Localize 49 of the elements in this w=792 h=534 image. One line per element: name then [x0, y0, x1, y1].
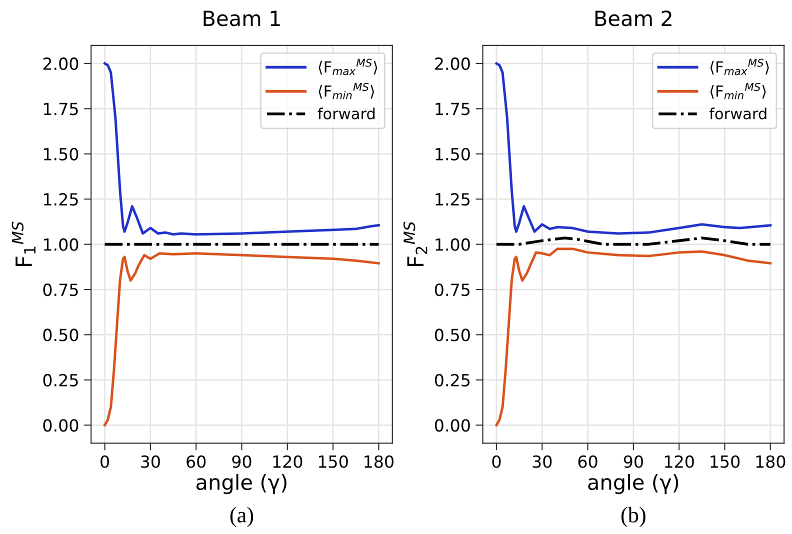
- legend-label: ⟨F$_{min}$$^{MS}$⟩: [710, 82, 766, 100]
- x-tick-label: 180: [364, 455, 394, 468]
- chart-title: Beam 1: [204, 10, 280, 26]
- y-tick-label: 2.00: [43, 57, 78, 70]
- x-tick-label: 0: [100, 455, 109, 468]
- y-tick-label: 1.25: [436, 193, 470, 206]
- x-tick-label: 120: [665, 455, 694, 468]
- legend-label: ⟨F$_{max}$$^{MS}$⟩: [318, 58, 378, 76]
- y-axis-title: F$_{2}$$^{MS}$: [403, 222, 428, 266]
- x-tick-label: 120: [273, 455, 302, 468]
- line-series: [495, 236, 772, 246]
- y-axis-title: F$_{1}$$^{MS}$: [12, 222, 36, 266]
- y-tick-label: 0.75: [43, 283, 78, 296]
- x-axis-title: angle (γ): [196, 474, 286, 494]
- text: (b): [621, 506, 646, 528]
- legend-label: forward: [709, 108, 766, 120]
- legend-label: ⟨F$_{min}$$^{MS}$⟩: [318, 82, 374, 100]
- y-tick-label: 1.75: [44, 102, 78, 116]
- y-tick-label: 2.00: [435, 57, 470, 70]
- y-tick-label: 1.50: [44, 148, 78, 160]
- y-tick-label: 0.00: [43, 419, 78, 432]
- x-tick-label: 90: [232, 455, 252, 468]
- chart-title: Beam 2: [595, 10, 672, 26]
- y-tick-label: 0.25: [43, 374, 78, 386]
- x-tick-label: 90: [624, 455, 643, 468]
- x-tick-label: 150: [318, 455, 348, 468]
- y-tick-label: 1.50: [436, 148, 470, 160]
- x-tick-label: 60: [578, 455, 598, 468]
- x-tick-label: 60: [186, 455, 206, 468]
- y-tick-label: 0.50: [43, 328, 78, 342]
- x-tick-label: 150: [710, 455, 740, 468]
- legend-label: forward: [318, 108, 375, 120]
- x-tick-label: 30: [532, 455, 552, 468]
- y-tick-label: 1.25: [44, 193, 78, 206]
- x-tick-label: 180: [756, 455, 786, 468]
- line-series: [495, 248, 772, 426]
- y-tick-label: 1.00: [44, 238, 78, 251]
- y-tick-label: 0.75: [434, 283, 470, 296]
- line-series: [104, 252, 380, 426]
- y-tick-label: 0.50: [434, 328, 470, 342]
- x-tick-label: 0: [492, 455, 501, 468]
- x-axis-title: angle (γ): [588, 474, 678, 494]
- legend-label: ⟨F$_{max}$$^{MS}$⟩: [710, 58, 769, 76]
- y-tick-label: 0.25: [434, 374, 470, 386]
- y-tick-label: 1.00: [436, 238, 470, 251]
- y-tick-label: 0.00: [434, 419, 470, 432]
- y-tick-label: 1.75: [436, 102, 470, 116]
- x-tick-label: 30: [141, 455, 160, 468]
- text: (a): [230, 506, 254, 528]
